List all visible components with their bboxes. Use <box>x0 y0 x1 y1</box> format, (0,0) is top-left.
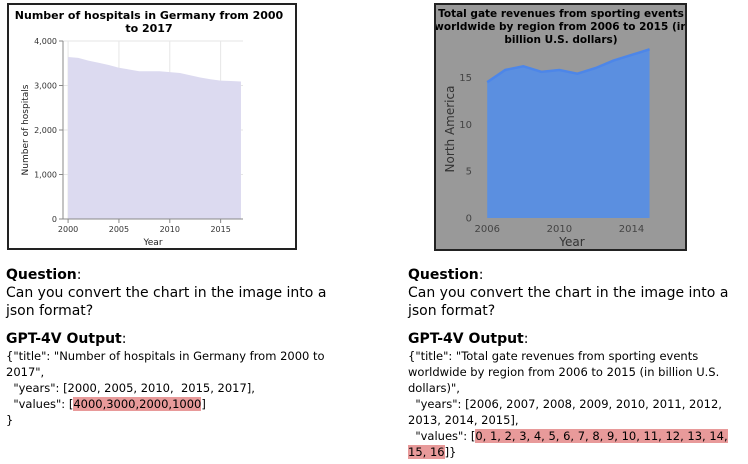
data-point <box>577 73 579 75</box>
chart-hospitals-germany: 0 1,000 2,000 3,000 4,000 2000 2005 2010 2015 Num… <box>7 3 297 250</box>
x-tick-label: 2014 <box>619 224 644 235</box>
x-axis-label: Year <box>558 235 584 249</box>
area-series-line <box>486 48 650 84</box>
x-tick-label: 2010 <box>547 224 572 235</box>
highlighted-values: 15, 16 <box>408 445 445 459</box>
output-line: "years": [2006, 2007, 2008, 2009, 2010, … <box>408 397 722 411</box>
output-text: {"title": "Number of hospitals in German… <box>6 348 341 428</box>
chart-title: Number of hospitals in Germany from 2000 <box>15 9 284 22</box>
data-point <box>138 70 140 72</box>
output-line: dollars)", <box>408 381 460 395</box>
y-tick-label: 3,000 <box>34 81 57 90</box>
output-line: {"title": "Total gate revenues from spor… <box>408 349 699 363</box>
highlighted-values: 0, 1, 2, 3, 4, 5, 6, 7, 8, 9, 10, 11, 12… <box>475 429 728 443</box>
data-point <box>210 78 212 80</box>
data-point <box>169 71 171 73</box>
chart-title: billion U.S. dollars) <box>504 34 617 46</box>
y-tick-label: 0 <box>52 215 57 224</box>
output-line: 2017", <box>6 365 45 379</box>
data-point <box>149 70 151 72</box>
output-heading: GPT-4V Output: <box>6 331 127 347</box>
y-tick-label: 4,000 <box>34 37 57 46</box>
output-values-line: "values": [4000,3000,2000,1000] <box>6 397 206 411</box>
data-point <box>199 77 201 79</box>
data-point <box>98 62 100 64</box>
question-text: Can you convert the chart in the image i… <box>6 285 327 319</box>
x-tick-label: 2005 <box>109 225 129 234</box>
question-heading: Question: <box>408 267 484 283</box>
data-point <box>67 56 69 58</box>
output-text: {"title": "Total gate revenues from spor… <box>408 348 743 460</box>
x-tick-label: 2010 <box>160 225 180 234</box>
question-heading: Question: <box>6 267 82 283</box>
y-axis-label: Number of hospitals <box>21 84 31 175</box>
output-heading: GPT-4V Output: <box>408 331 529 347</box>
y-tick-label: 1,000 <box>34 170 57 179</box>
y-tick-label: 2,000 <box>34 126 57 135</box>
highlighted-values: 4000,3000,2000,1000 <box>73 397 202 411</box>
y-axis-label: North America <box>443 86 457 173</box>
output-values-line: "values": [0, 1, 2, 3, 4, 5, 6, 7, 8, 9,… <box>408 429 728 443</box>
data-point <box>128 69 130 71</box>
chart-title: worldwide by region from 2006 to 2015 (i… <box>436 21 685 33</box>
data-point <box>77 57 79 59</box>
chart-gate-revenues: 0 5 10 15 2006 2010 2014 Total gate revenues fr… <box>434 3 687 251</box>
data-point <box>240 81 242 83</box>
data-point <box>595 67 597 69</box>
area-series <box>68 57 241 219</box>
output-line: worldwide by region from 2006 to 2015 (i… <box>408 365 720 379</box>
data-point <box>88 60 90 62</box>
y-tick-label: 15 <box>459 73 472 84</box>
area-series <box>487 49 650 218</box>
data-point <box>631 54 633 56</box>
y-tick-label: 10 <box>459 120 472 131</box>
x-tick-label: 2015 <box>210 225 230 234</box>
chart-title: to 2017 <box>125 22 172 35</box>
question-text: Can you convert the chart in the image i… <box>408 285 729 319</box>
data-point <box>108 64 110 66</box>
data-point <box>230 80 232 82</box>
output-line: {"title": "Number of hospitals in German… <box>6 349 325 363</box>
y-tick-label: 0 <box>466 214 472 225</box>
data-point <box>189 74 191 76</box>
data-point <box>159 70 161 72</box>
left-qa-panel: Question: Can you convert the chart in t… <box>6 266 341 428</box>
y-tick-label: 5 <box>466 167 472 178</box>
x-axis-label: Year <box>142 238 162 248</box>
data-point <box>504 69 506 71</box>
data-point <box>558 69 560 71</box>
chart-gate-revenues-svg: 0 5 10 15 2006 2010 2014 Total gate revenues fr… <box>436 8 685 249</box>
right-qa-panel: Question: Can you convert the chart in t… <box>408 266 743 460</box>
chart-title: Total gate revenues from sporting events <box>438 8 684 20</box>
data-point <box>540 71 542 73</box>
x-tick-label: 2006 <box>474 224 499 235</box>
data-point <box>118 67 120 69</box>
data-point <box>522 65 524 67</box>
data-point <box>486 81 488 83</box>
output-line: 2013, 2014, 2015], <box>408 413 519 427</box>
output-line: } <box>6 413 14 427</box>
data-point <box>613 60 615 62</box>
data-point <box>220 80 222 82</box>
data-point <box>649 48 651 50</box>
data-point <box>179 72 181 74</box>
x-tick-label: 2000 <box>58 225 78 234</box>
output-values-line: 15, 16]} <box>408 445 457 459</box>
output-line: "years": [2000, 2005, 2010, 2015, 2017], <box>6 381 255 395</box>
chart-hospitals-svg: 0 1,000 2,000 3,000 4,000 2000 2005 2010 2015 Num… <box>15 9 284 248</box>
